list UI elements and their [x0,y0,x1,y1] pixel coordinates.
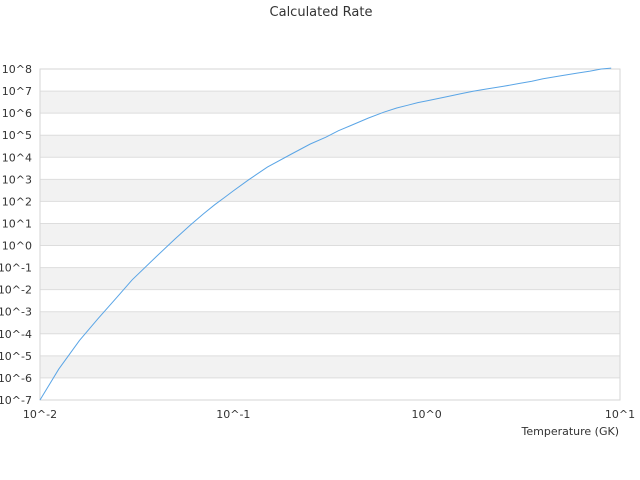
grid-band [40,311,620,334]
x-axis-label: Temperature (GK) [521,425,620,438]
grid-band [40,135,620,158]
y-tick-label: 10^-4 [0,328,32,341]
grid-band [40,91,620,114]
y-tick-label: 10^1 [2,217,32,230]
grid-bands [40,91,620,378]
y-tick-label: 10^8 [2,63,32,76]
y-tick-label: 10^3 [2,173,32,186]
y-tick-label: 10^5 [2,129,32,142]
y-tick-label: 10^-7 [0,394,32,407]
grid-band [40,179,620,202]
x-tick-label: 10^0 [412,408,442,421]
x-tick-label: 10^1 [605,408,635,421]
y-tick-label: 10^-2 [0,284,32,297]
grid-band [40,355,620,378]
y-tick-label: 10^7 [2,85,32,98]
series-line [39,67,612,401]
y-tick-label: 10^6 [2,107,32,120]
x-tick-label: 10^-1 [216,408,250,421]
x-tick-label: 10^-2 [23,408,57,421]
plot-area-border [39,68,621,401]
grid-band [40,223,620,246]
y-tick-label: 10^0 [2,240,32,253]
chart-title: Calculated Rate [270,5,373,20]
x-axis-ticks: 10^-2 10^-1 10^0 10^1 [23,408,635,421]
y-tick-label: 10^4 [2,151,32,164]
y-tick-label: 10^2 [2,195,32,208]
y-axis-ticks: 10^-7 10^-6 10^-5 10^-4 10^-3 10^-2 10^-1 10^0 1… [0,63,32,407]
y-tick-label: 10^-5 [0,350,32,363]
y-tick-label: 10^-6 [0,372,32,385]
y-tick-label: 10^-1 [0,262,32,275]
grid-band [40,267,620,290]
y-tick-label: 10^-3 [0,306,32,319]
